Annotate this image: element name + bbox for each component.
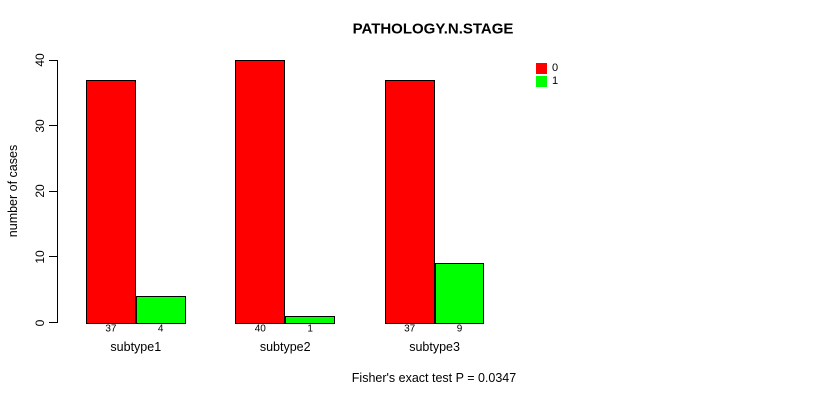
category-label-subtype2: subtype2 <box>259 340 311 354</box>
bar-value-label: 4 <box>157 323 164 335</box>
legend-item: 0 <box>536 62 558 75</box>
category-label-subtype1: subtype1 <box>110 340 162 354</box>
bar-value-label: 1 <box>307 323 313 335</box>
y-axis-line <box>57 60 58 323</box>
y-tick-mark <box>49 125 57 127</box>
legend-label: 0 <box>552 62 559 74</box>
y-tick-label: 10 <box>33 250 47 264</box>
bar-value-label: 37 <box>105 323 117 335</box>
y-tick-mark <box>49 59 57 61</box>
y-tick-label: 40 <box>33 53 47 67</box>
y-tick-mark <box>49 190 57 192</box>
y-tick-label: 0 <box>33 319 47 326</box>
y-tick-mark <box>49 256 57 258</box>
y-tick-mark <box>49 322 57 323</box>
bar-value-label: 37 <box>404 323 416 335</box>
chart-title: PATHOLOGY.N.STAGE <box>352 20 514 38</box>
bar-value-label: 40 <box>254 323 266 335</box>
legend-swatch-icon <box>536 63 547 74</box>
bar-value-label: 9 <box>456 323 463 335</box>
y-axis-title: number of cases <box>6 144 20 238</box>
bar-series1-subtype3 <box>434 263 485 324</box>
legend-swatch-icon <box>536 76 547 87</box>
bar-series0-subtype3 <box>384 79 435 324</box>
y-tick-label: 30 <box>33 118 47 133</box>
bar-series1-subtype1 <box>135 296 186 324</box>
annotation-text: Fisher's exact test P = 0.0347 <box>351 371 517 385</box>
category-label-subtype3: subtype3 <box>409 340 460 354</box>
bar-series1-subtype2 <box>285 315 335 324</box>
legend-label: 1 <box>552 75 559 87</box>
y-tick-label: 20 <box>33 184 47 198</box>
legend-item: 1 <box>536 75 558 88</box>
bar-series0-subtype2 <box>235 60 286 324</box>
bar-series0-subtype1 <box>86 79 136 324</box>
